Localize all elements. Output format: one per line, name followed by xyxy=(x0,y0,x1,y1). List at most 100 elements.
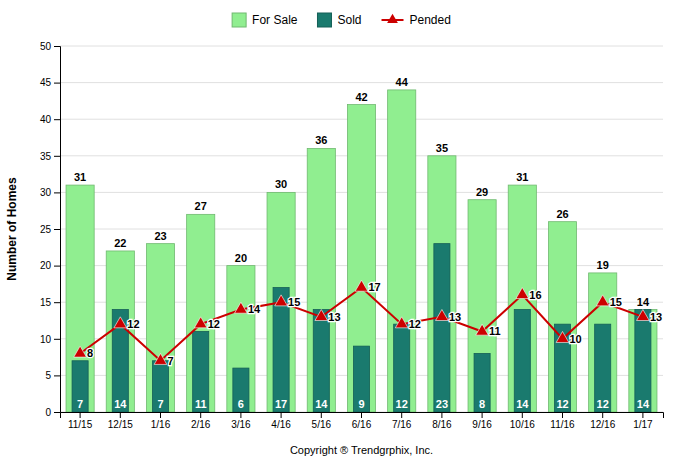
legend-label: Pended xyxy=(410,13,451,27)
x-tick: 1/17 xyxy=(633,412,653,430)
x-tick-mark xyxy=(200,412,201,418)
marker xyxy=(556,331,569,342)
bar xyxy=(353,346,369,412)
legend-label: Sold xyxy=(337,13,361,27)
x-tick: 9/16 xyxy=(472,412,492,430)
y-tick-label: 15 xyxy=(40,297,52,308)
y-tick: 35 xyxy=(40,151,60,162)
y-tick-label: 40 xyxy=(40,114,52,125)
data-label: 10 xyxy=(570,333,582,345)
data-label: 7 xyxy=(168,355,174,367)
bar xyxy=(474,353,490,412)
data-label: 7 xyxy=(157,398,163,410)
y-tick-mark xyxy=(54,339,60,340)
x-tick-label: 12/16 xyxy=(590,419,615,430)
x-tick: 5/16 xyxy=(312,412,332,430)
x-tick-label: 7/16 xyxy=(392,419,412,430)
bar xyxy=(347,105,375,412)
x-tick-label: 5/16 xyxy=(312,419,332,430)
data-label: 12 xyxy=(409,318,421,330)
data-label: 31 xyxy=(516,171,528,183)
x-tick-mark xyxy=(160,412,161,418)
y-tick-label: 30 xyxy=(40,187,52,198)
data-label: 44 xyxy=(396,76,409,88)
y-tick-mark xyxy=(54,46,60,47)
marker xyxy=(235,302,248,313)
x-tick-mark xyxy=(642,412,643,418)
y-axis: 05101520253035404550 xyxy=(40,41,61,418)
bar xyxy=(66,185,94,412)
y-tick-mark xyxy=(54,302,60,303)
bar-series xyxy=(66,90,657,412)
y-tick-mark xyxy=(54,119,60,120)
bar xyxy=(233,368,249,412)
grid-line xyxy=(60,82,663,83)
x-axis-line xyxy=(61,413,664,419)
marker xyxy=(637,309,650,320)
bar xyxy=(589,273,617,412)
y-tick: 45 xyxy=(40,77,60,88)
x-tick-mark xyxy=(441,412,442,418)
line-series xyxy=(74,280,650,364)
x-tick-label: 11/16 xyxy=(550,419,575,430)
x-tick-label: 1/17 xyxy=(633,419,653,430)
data-label: 23 xyxy=(436,398,448,410)
y-tick-mark xyxy=(54,192,60,193)
bar xyxy=(595,324,611,412)
x-tick: 1/16 xyxy=(151,412,171,430)
marker xyxy=(596,295,609,306)
chart: 3122232720303642443529312619147147116171… xyxy=(0,0,683,466)
y-tick: 40 xyxy=(40,114,60,125)
x-tick: 10/16 xyxy=(510,412,535,430)
x-tick-mark xyxy=(522,412,523,418)
data-label: 14 xyxy=(114,398,127,410)
y-tick-mark xyxy=(54,156,60,157)
bar xyxy=(434,244,450,412)
x-tick-label: 4/16 xyxy=(271,419,291,430)
marker xyxy=(194,317,207,328)
x-tick-label: 2/16 xyxy=(191,419,211,430)
x-tick-label: 6/16 xyxy=(352,419,372,430)
bar xyxy=(548,222,576,412)
y-tick-label: 10 xyxy=(40,334,52,345)
y-tick-mark xyxy=(54,375,60,376)
data-label: 15 xyxy=(288,296,300,308)
y-tick: 30 xyxy=(40,187,60,198)
bar xyxy=(227,266,255,412)
marker xyxy=(436,309,449,320)
x-tick-mark xyxy=(80,412,81,418)
marker xyxy=(154,353,167,364)
legend-label: For Sale xyxy=(252,13,298,27)
data-label: 11 xyxy=(195,398,207,410)
x-tick-mark xyxy=(120,412,121,418)
x-tick-label: 11/15 xyxy=(68,419,93,430)
data-label: 19 xyxy=(597,259,609,271)
data-label: 12 xyxy=(208,318,220,330)
y-tick-label: 50 xyxy=(40,41,52,52)
y-tick-mark xyxy=(54,412,60,413)
marker xyxy=(516,288,529,299)
x-tick-mark xyxy=(321,412,322,418)
grid-line xyxy=(60,46,663,47)
y-axis-line xyxy=(54,47,61,413)
y-tick-mark xyxy=(54,83,60,84)
data-label: 13 xyxy=(650,311,662,323)
data-label: 29 xyxy=(476,186,488,198)
x-tick: 4/16 xyxy=(271,412,291,430)
x-tick-mark xyxy=(602,412,603,418)
legend-item: Sold xyxy=(317,13,361,27)
bar xyxy=(394,324,410,412)
x-tick-mark xyxy=(361,412,362,418)
y-tick-mark xyxy=(54,266,60,267)
bar xyxy=(273,288,289,412)
bar xyxy=(629,310,657,412)
legend-item: Pended xyxy=(382,13,451,27)
x-tick-mark xyxy=(401,412,402,418)
y-tick: 0 xyxy=(45,407,60,418)
data-label: 35 xyxy=(436,142,448,154)
y-tick: 10 xyxy=(40,334,60,345)
bar xyxy=(388,90,416,412)
data-label: 26 xyxy=(556,208,568,220)
data-label: 22 xyxy=(114,237,126,249)
y-tick-label: 45 xyxy=(40,77,52,88)
